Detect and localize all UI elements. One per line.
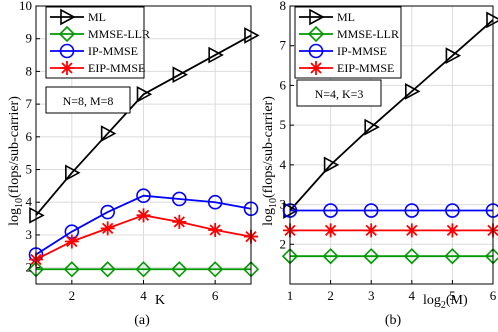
x-tick-label: 3	[368, 288, 375, 303]
x-axis-label: K	[155, 293, 165, 308]
legend-box	[294, 6, 402, 79]
data-point	[100, 221, 115, 236]
series-line	[35, 194, 252, 256]
data-point	[208, 223, 223, 238]
legend-label: IP-MMSE	[337, 44, 387, 58]
y-tick-label: 3	[26, 227, 33, 242]
panel-label: (b)	[385, 313, 402, 328]
panel-b: 1 2 3 4 5 6 2 3 4 5 6 7 8 log2(M) log10(flops/sub-carr…	[261, 0, 498, 328]
data-point	[99, 261, 116, 278]
legend-marker	[58, 25, 76, 43]
y-tick-label: 7	[280, 38, 287, 53]
x-tick-label: 2	[327, 288, 334, 303]
legend-marker	[60, 61, 74, 75]
legend-label: ML	[88, 10, 106, 24]
y-tick-label: 7	[26, 96, 33, 111]
data-point	[172, 66, 189, 84]
legend-marker	[59, 43, 75, 59]
y-tick-label: 8	[26, 63, 33, 78]
data-point	[207, 194, 223, 210]
y-axis-label: log10(flops/sub-carrier)	[7, 96, 25, 226]
data-point	[64, 234, 79, 249]
y-tick-label: 6	[26, 129, 33, 144]
x-tick-label: 6	[212, 288, 219, 303]
annotation-box	[45, 86, 131, 114]
legend-label: IP-MMSE	[88, 44, 138, 58]
annotation-text: N=8, M=8	[63, 94, 114, 108]
legend-marker	[309, 8, 325, 26]
data-point	[445, 203, 460, 218]
data-point	[323, 203, 338, 218]
x-tick-label: 2	[69, 288, 76, 303]
data-point	[207, 261, 224, 278]
y-tick-label: 2	[280, 236, 287, 251]
y-tick-label: 4	[26, 194, 33, 209]
data-point	[135, 261, 152, 278]
series-line	[35, 34, 252, 216]
legend-label: EIP-MMSE	[337, 61, 394, 75]
legend-marker	[60, 8, 76, 26]
y-tick-label: 10	[19, 0, 32, 13]
data-point	[363, 203, 379, 218]
data-point	[444, 248, 461, 265]
data-point	[322, 248, 339, 265]
annotation-box	[296, 79, 382, 107]
x-tick-label: 6	[490, 288, 497, 303]
data-point	[445, 223, 460, 238]
data-point	[100, 204, 115, 220]
legend-marker	[309, 61, 323, 75]
data-point	[364, 223, 379, 238]
y-tick-label: 5	[280, 117, 287, 132]
y-tick-label: 2	[26, 260, 33, 275]
data-point	[208, 46, 224, 64]
data-point	[172, 214, 187, 229]
x-axis-label: log2(M)	[423, 293, 468, 311]
data-point	[364, 118, 380, 136]
legend-marker	[308, 43, 324, 59]
data-point	[363, 248, 380, 265]
series-mmse-llr	[281, 248, 498, 265]
data-point	[403, 248, 420, 265]
legend-label: ML	[337, 10, 355, 24]
legend: ML MMSE-LLR IP-MMSE EIP-MMSE	[294, 6, 402, 79]
x-tick-label: 4	[140, 288, 147, 303]
x-tick-label: 5	[449, 288, 456, 303]
panel-label: (a)	[134, 313, 150, 328]
data-point	[404, 83, 421, 100]
y-tick-label: 5	[26, 162, 33, 177]
y-tick-label: 3	[280, 197, 287, 212]
legend-box	[45, 6, 145, 79]
data-point	[136, 208, 151, 223]
data-point	[65, 164, 81, 182]
legend-label: EIP-MMSE	[88, 61, 145, 75]
data-point	[404, 203, 420, 218]
data-point	[136, 188, 151, 203]
axes-frame	[289, 5, 494, 285]
annotation-text: N=4, K=3	[315, 87, 364, 101]
y-axis-label: log10(flops/sub-carrier)	[261, 96, 279, 226]
data-point	[323, 156, 340, 174]
data-point	[171, 261, 188, 278]
legend-label: MMSE-LLR	[337, 27, 399, 41]
data-point	[63, 261, 80, 278]
legend-label: MMSE-LLR	[88, 27, 150, 41]
y-tick-label: 6	[280, 77, 287, 92]
data-point	[172, 191, 187, 207]
x-tick-label: 4	[409, 288, 416, 303]
legend: ML MMSE-LLR IP-MMSE EIP-MMSE	[45, 6, 150, 79]
y-tick-label: 9	[26, 31, 33, 46]
legend-marker	[307, 25, 325, 43]
data-point	[136, 85, 153, 103]
data-point	[404, 223, 419, 238]
y-tick-label: 4	[280, 157, 287, 172]
x-tick-label: 1	[287, 288, 294, 303]
data-point	[323, 223, 338, 238]
data-point	[100, 125, 117, 142]
data-point	[445, 47, 462, 64]
y-tick-label: 8	[280, 0, 287, 13]
